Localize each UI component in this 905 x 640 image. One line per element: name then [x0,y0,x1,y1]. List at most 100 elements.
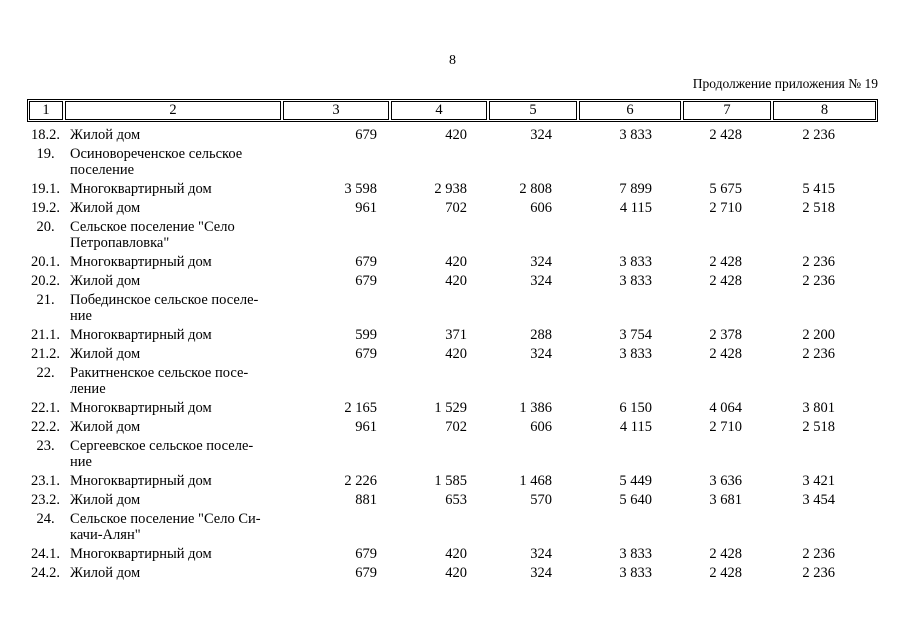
row-value: 5 415 [802,181,835,197]
row-value: 420 [445,127,467,143]
table-row: 24.1. Многоквартирный дом 679 420 324 3 833 2 … [27,543,878,562]
row-value: 702 [445,419,467,435]
row-value: 679 [355,273,377,289]
table-row: 23.1. Многоквартирный дом 2 226 1 585 1 468 5… [27,470,878,489]
row-value: 2 808 [519,181,552,197]
table-row: 22.2. Жилой дом 961 702 606 4 115 2 710 2 518 [27,416,878,435]
continuation-label: Продолжение приложения № 19 [692,76,878,91]
row-value: 324 [530,127,552,143]
table-row: 23. Сергеевское сельское поселе- ние [27,435,878,470]
row-value: 2 226 [344,473,377,489]
row-number: 23. [36,438,55,454]
row-number: 18.2. [31,127,60,143]
row-value: 2 378 [709,327,742,343]
row-name: Многоквартирный дом [70,327,212,343]
row-name: Многоквартирный дом [70,546,212,562]
table-row: 24. Сельское поселение "Село Си- качи-Аля… [27,508,878,543]
row-value: 599 [355,327,377,343]
row-value: 4 064 [709,400,742,416]
row-number: 24. [36,511,55,527]
row-number: 23.1. [31,473,60,489]
row-value: 2 518 [802,200,835,216]
row-name: Жилой дом [70,200,141,216]
row-name: Ракитненское сельское посе- ление [70,365,249,397]
row-value: 2 428 [709,254,742,270]
row-number: 19. [36,146,55,162]
table-row: 19.2. Жилой дом 961 702 606 4 115 2 710 2 518 [27,197,878,216]
row-number: 19.1. [31,181,60,197]
row-value: 3 598 [344,181,377,197]
table-row: 19.1. Многоквартирный дом 3 598 2 938 2 808 7… [27,178,878,197]
row-value: 679 [355,254,377,270]
row-value: 881 [355,492,377,508]
row-name: Жилой дом [70,127,141,143]
table-row: 21.1. Многоквартирный дом 599 371 288 3 754 2 … [27,324,878,343]
row-value: 5 675 [709,181,742,197]
row-name: Сельское поселение "Село Си- качи-Алян" [70,511,261,543]
row-value: 4 115 [619,419,652,435]
row-value: 679 [355,127,377,143]
row-value: 5 449 [619,473,652,489]
column-header: 2 [65,101,281,120]
row-value: 420 [445,565,467,581]
row-value: 3 801 [802,400,835,416]
row-name: Многоквартирный дом [70,473,212,489]
row-value: 324 [530,346,552,362]
table-row: 22.1. Многоквартирный дом 2 165 1 529 1 386 6… [27,397,878,416]
row-number: 23.2. [31,492,60,508]
column-header: 1 [29,101,63,120]
table-row: 18.2. Жилой дом 679 420 324 3 833 2 428 2 236 [27,124,878,143]
row-value: 5 640 [619,492,652,508]
row-value: 2 165 [344,400,377,416]
column-header: 8 [773,101,876,120]
row-value: 2 428 [709,565,742,581]
row-value: 3 636 [709,473,742,489]
row-value: 2 236 [802,254,835,270]
row-value: 1 529 [434,400,467,416]
row-value: 606 [530,200,552,216]
row-value: 2 428 [709,546,742,562]
table-row: 22. Ракитненское сельское посе- ление [27,362,878,397]
row-value: 679 [355,546,377,562]
row-value: 324 [530,273,552,289]
row-number: 24.2. [31,565,60,581]
row-value: 2 710 [709,419,742,435]
row-name: Многоквартирный дом [70,254,212,270]
table-body: 18.2. Жилой дом 679 420 324 3 833 2 428 2 236 19… [27,124,878,581]
row-name: Многоквартирный дом [70,400,212,416]
row-value: 3 833 [619,127,652,143]
row-value: 3 421 [802,473,835,489]
row-value: 679 [355,565,377,581]
row-value: 3 833 [619,254,652,270]
row-name: Жилой дом [70,565,141,581]
table-row: 21.2. Жилой дом 679 420 324 3 833 2 428 2 236 [27,343,878,362]
page-number: 8 [449,53,456,68]
row-number: 20.1. [31,254,60,270]
row-value: 606 [530,419,552,435]
row-number: 21. [36,292,55,308]
row-value: 679 [355,346,377,362]
row-value: 3 833 [619,346,652,362]
row-value: 2 428 [709,273,742,289]
row-value: 371 [445,327,467,343]
table-row: 20.2. Жилой дом 679 420 324 3 833 2 428 2 236 [27,270,878,289]
row-number: 19.2. [31,200,60,216]
row-value: 1 386 [519,400,552,416]
row-number: 22. [36,365,55,381]
row-value: 1 468 [519,473,552,489]
row-value: 420 [445,346,467,362]
row-value: 324 [530,546,552,562]
row-value: 2 428 [709,127,742,143]
row-number: 22.1. [31,400,60,416]
row-value: 2 938 [434,181,467,197]
row-number: 24.1. [31,546,60,562]
row-value: 3 681 [709,492,742,508]
row-value: 961 [355,200,377,216]
row-value: 4 115 [619,200,652,216]
row-number: 21.2. [31,346,60,362]
row-value: 420 [445,254,467,270]
row-value: 3 833 [619,273,652,289]
row-value: 324 [530,565,552,581]
